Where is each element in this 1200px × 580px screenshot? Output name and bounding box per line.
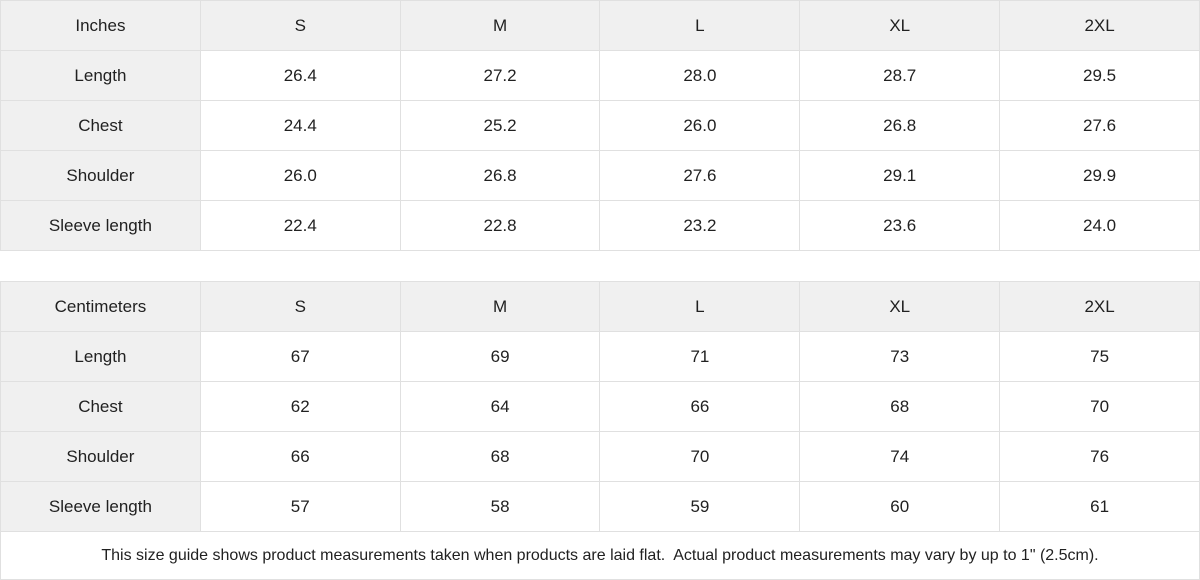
row-label: Chest xyxy=(0,100,201,151)
column-header-xl: XL xyxy=(799,281,1001,332)
measurement-cell: 26.8 xyxy=(399,150,601,201)
measurement-cell: 23.6 xyxy=(799,200,1001,251)
measurement-cell: 68 xyxy=(799,381,1001,432)
measurement-cell: 60 xyxy=(799,481,1001,532)
measurement-cell: 66 xyxy=(599,381,801,432)
measurement-cell: 26.4 xyxy=(199,50,401,101)
measurement-cell: 22.4 xyxy=(199,200,401,251)
measurement-cell: 75 xyxy=(999,331,1200,382)
row-label: Shoulder xyxy=(0,150,201,201)
measurement-cell: 71 xyxy=(599,331,801,382)
table-spacer xyxy=(0,251,1200,281)
measurement-cell: 68 xyxy=(399,431,601,482)
table-row-sleeve-length: Sleeve length 22.4 22.8 23.2 23.6 24.0 xyxy=(0,200,1200,251)
measurement-cell: 67 xyxy=(199,331,401,382)
column-header-l: L xyxy=(599,0,801,51)
measurement-cell: 26.0 xyxy=(199,150,401,201)
measurement-cell: 29.9 xyxy=(999,150,1200,201)
table-header-row: Inches S M L XL 2XL xyxy=(0,0,1200,51)
measurement-cell: 26.0 xyxy=(599,100,801,151)
measurement-cell: 27.6 xyxy=(999,100,1200,151)
measurement-cell: 66 xyxy=(199,431,401,482)
measurement-cell: 70 xyxy=(599,431,801,482)
measurement-cell: 62 xyxy=(199,381,401,432)
row-label: Shoulder xyxy=(0,431,201,482)
measurement-cell: 26.8 xyxy=(799,100,1001,151)
table-row-length: Length 67 69 71 73 75 xyxy=(0,331,1200,382)
measurement-cell: 25.2 xyxy=(399,100,601,151)
measurement-cell: 59 xyxy=(599,481,801,532)
measurement-cell: 69 xyxy=(399,331,601,382)
measurement-cell: 28.0 xyxy=(599,50,801,101)
row-label: Sleeve length xyxy=(0,200,201,251)
measurement-cell: 73 xyxy=(799,331,1001,382)
column-header-s: S xyxy=(199,0,401,51)
column-header-s: S xyxy=(199,281,401,332)
table-header-row: Centimeters S M L XL 2XL xyxy=(0,281,1200,332)
measurement-cell: 24.0 xyxy=(999,200,1200,251)
row-label: Length xyxy=(0,331,201,382)
row-label: Chest xyxy=(0,381,201,432)
table-row-sleeve-length: Sleeve length 57 58 59 60 61 xyxy=(0,481,1200,532)
measurement-cell: 23.2 xyxy=(599,200,801,251)
column-header-l: L xyxy=(599,281,801,332)
inches-size-table: Inches S M L XL 2XL Length 26.4 27.2 28.… xyxy=(0,0,1200,251)
column-header-2xl: 2XL xyxy=(999,0,1200,51)
measurement-cell: 29.5 xyxy=(999,50,1200,101)
measurement-cell: 22.8 xyxy=(399,200,601,251)
column-header-m: M xyxy=(399,0,601,51)
measurement-cell: 27.2 xyxy=(399,50,601,101)
table-row-shoulder: Shoulder 66 68 70 74 76 xyxy=(0,431,1200,482)
table-row-chest: Chest 24.4 25.2 26.0 26.8 27.6 xyxy=(0,100,1200,151)
table-row-length: Length 26.4 27.2 28.0 28.7 29.5 xyxy=(0,50,1200,101)
centimeters-size-table: Centimeters S M L XL 2XL Length 67 69 71… xyxy=(0,281,1200,532)
measurement-cell: 64 xyxy=(399,381,601,432)
measurement-cell: 70 xyxy=(999,381,1200,432)
table-row-chest: Chest 62 64 66 68 70 xyxy=(0,381,1200,432)
measurement-cell: 29.1 xyxy=(799,150,1001,201)
measurement-cell: 74 xyxy=(799,431,1001,482)
measurement-cell: 27.6 xyxy=(599,150,801,201)
column-header-m: M xyxy=(399,281,601,332)
unit-header-inches: Inches xyxy=(0,0,201,51)
measurement-cell: 58 xyxy=(399,481,601,532)
column-header-xl: XL xyxy=(799,0,1001,51)
row-label: Length xyxy=(0,50,201,101)
unit-header-centimeters: Centimeters xyxy=(0,281,201,332)
measurement-cell: 57 xyxy=(199,481,401,532)
row-label: Sleeve length xyxy=(0,481,201,532)
measurement-cell: 24.4 xyxy=(199,100,401,151)
measurement-cell: 61 xyxy=(999,481,1200,532)
table-row-shoulder: Shoulder 26.0 26.8 27.6 29.1 29.9 xyxy=(0,150,1200,201)
size-guide-note: This size guide shows product measuremen… xyxy=(0,532,1200,580)
measurement-cell: 76 xyxy=(999,431,1200,482)
measurement-cell: 28.7 xyxy=(799,50,1001,101)
column-header-2xl: 2XL xyxy=(999,281,1200,332)
